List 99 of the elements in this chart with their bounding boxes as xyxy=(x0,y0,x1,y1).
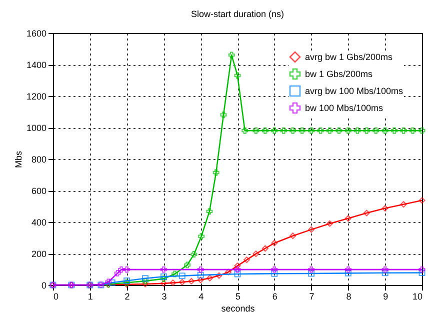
point xyxy=(271,266,278,273)
x-axis-title: seconds xyxy=(221,304,256,314)
y-axis-title: Mbs xyxy=(13,150,24,168)
point xyxy=(326,127,333,134)
point xyxy=(317,127,324,134)
point xyxy=(418,197,426,204)
point xyxy=(197,266,204,273)
point xyxy=(225,268,232,276)
point xyxy=(160,280,167,287)
point xyxy=(418,127,426,134)
point xyxy=(178,272,186,280)
point xyxy=(190,251,198,258)
point xyxy=(326,220,333,227)
point xyxy=(344,266,352,273)
point xyxy=(197,276,204,284)
point xyxy=(234,266,241,273)
point xyxy=(262,127,268,134)
point xyxy=(188,278,195,284)
point xyxy=(234,270,241,278)
x-tick-label: 4 xyxy=(198,292,204,302)
point xyxy=(118,266,125,273)
legend-label: bw 100 Mbs/100ms xyxy=(305,103,384,113)
point xyxy=(410,127,416,134)
chart-title: Slow-start duration (ns) xyxy=(190,9,284,19)
point xyxy=(382,205,388,212)
y-tick-label: 400 xyxy=(31,218,46,228)
x-tick-label: 10 xyxy=(412,292,422,302)
point xyxy=(336,127,342,134)
point xyxy=(382,270,388,276)
point xyxy=(382,266,388,273)
x-tick-label: 9 xyxy=(383,292,388,302)
x-tick-label: 2 xyxy=(124,292,130,302)
point xyxy=(298,127,306,134)
point xyxy=(363,127,370,134)
y-tick-label: 1200 xyxy=(26,92,46,102)
point xyxy=(262,245,268,252)
point xyxy=(242,127,248,134)
point xyxy=(142,278,148,284)
point xyxy=(308,226,315,233)
point xyxy=(197,272,204,278)
x-tick-label: 7 xyxy=(309,292,314,302)
x-tick-label: 1 xyxy=(88,292,93,302)
point xyxy=(400,201,407,208)
y-tick-label: 1600 xyxy=(26,28,46,38)
point xyxy=(418,269,426,276)
point xyxy=(344,127,352,134)
y-tick-label: 800 xyxy=(31,154,46,164)
point xyxy=(124,266,130,273)
point xyxy=(400,127,407,134)
point xyxy=(142,280,148,288)
x-tick-label: 5 xyxy=(235,292,241,302)
point xyxy=(382,127,388,134)
point xyxy=(252,127,260,134)
point xyxy=(418,266,426,273)
point xyxy=(170,280,176,286)
point xyxy=(220,112,227,118)
point xyxy=(290,232,296,240)
legend-label: avrg bw 1 Gbs/200ms xyxy=(305,52,394,62)
point xyxy=(206,274,214,282)
point xyxy=(372,127,380,134)
point xyxy=(216,272,222,279)
point xyxy=(271,270,278,277)
point xyxy=(363,210,370,216)
x-tick-label: 6 xyxy=(272,292,278,302)
x-tick-label: 0 xyxy=(54,292,59,302)
legend-label: bw 1 Gbs/200ms xyxy=(305,69,374,79)
point xyxy=(252,250,260,258)
y-tick-label: 1400 xyxy=(26,60,46,70)
x-tick-label: 3 xyxy=(162,292,167,302)
point xyxy=(308,266,315,273)
point xyxy=(212,169,220,176)
y-tick-label: 200 xyxy=(31,249,46,259)
point xyxy=(243,256,250,264)
point xyxy=(114,270,121,276)
point xyxy=(142,275,148,282)
point xyxy=(160,266,167,273)
point xyxy=(280,127,287,134)
point xyxy=(308,127,315,134)
point xyxy=(271,240,278,246)
point xyxy=(344,215,352,222)
point xyxy=(206,208,213,215)
y-tick-label: 0 xyxy=(41,280,46,290)
point xyxy=(391,127,398,134)
legend-label: avrg bw 100 Mbs/100ms xyxy=(305,86,404,96)
point xyxy=(290,127,296,134)
point xyxy=(172,270,178,278)
y-tick-label: 1000 xyxy=(26,123,46,133)
point xyxy=(344,270,352,276)
point xyxy=(308,270,315,277)
point xyxy=(228,52,235,58)
point xyxy=(354,127,361,134)
point xyxy=(234,262,241,270)
point xyxy=(198,233,205,240)
point xyxy=(184,262,191,268)
y-tick-label: 600 xyxy=(31,186,46,196)
point xyxy=(234,72,241,79)
point xyxy=(178,278,186,286)
point xyxy=(271,127,278,134)
x-tick-label: 8 xyxy=(346,292,352,302)
